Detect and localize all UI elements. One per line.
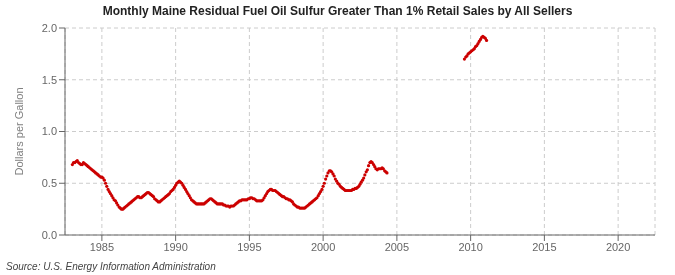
svg-text:1990: 1990 bbox=[163, 241, 187, 253]
svg-text:1.5: 1.5 bbox=[42, 74, 57, 86]
svg-text:2020: 2020 bbox=[606, 241, 630, 253]
svg-text:1995: 1995 bbox=[237, 241, 261, 253]
svg-text:2.0: 2.0 bbox=[42, 22, 57, 34]
svg-text:2015: 2015 bbox=[532, 241, 556, 253]
svg-text:Dollars per Gallon: Dollars per Gallon bbox=[13, 87, 25, 175]
svg-text:2000: 2000 bbox=[311, 241, 335, 253]
svg-text:1.0: 1.0 bbox=[42, 125, 57, 137]
svg-text:0.0: 0.0 bbox=[42, 229, 57, 241]
svg-text:2010: 2010 bbox=[458, 241, 482, 253]
html-text:Monthly Maine Residual Fuel Oi: Monthly Maine Residual Fuel Oil Sulfur G… bbox=[102, 4, 573, 18]
svg-text:0.5: 0.5 bbox=[42, 177, 57, 189]
svg-text:2005: 2005 bbox=[385, 241, 409, 253]
svg-text:1985: 1985 bbox=[90, 241, 114, 253]
html-text:Source: U.S. Energy Informatio: Source: U.S. Energy Information Administ… bbox=[6, 261, 216, 272]
